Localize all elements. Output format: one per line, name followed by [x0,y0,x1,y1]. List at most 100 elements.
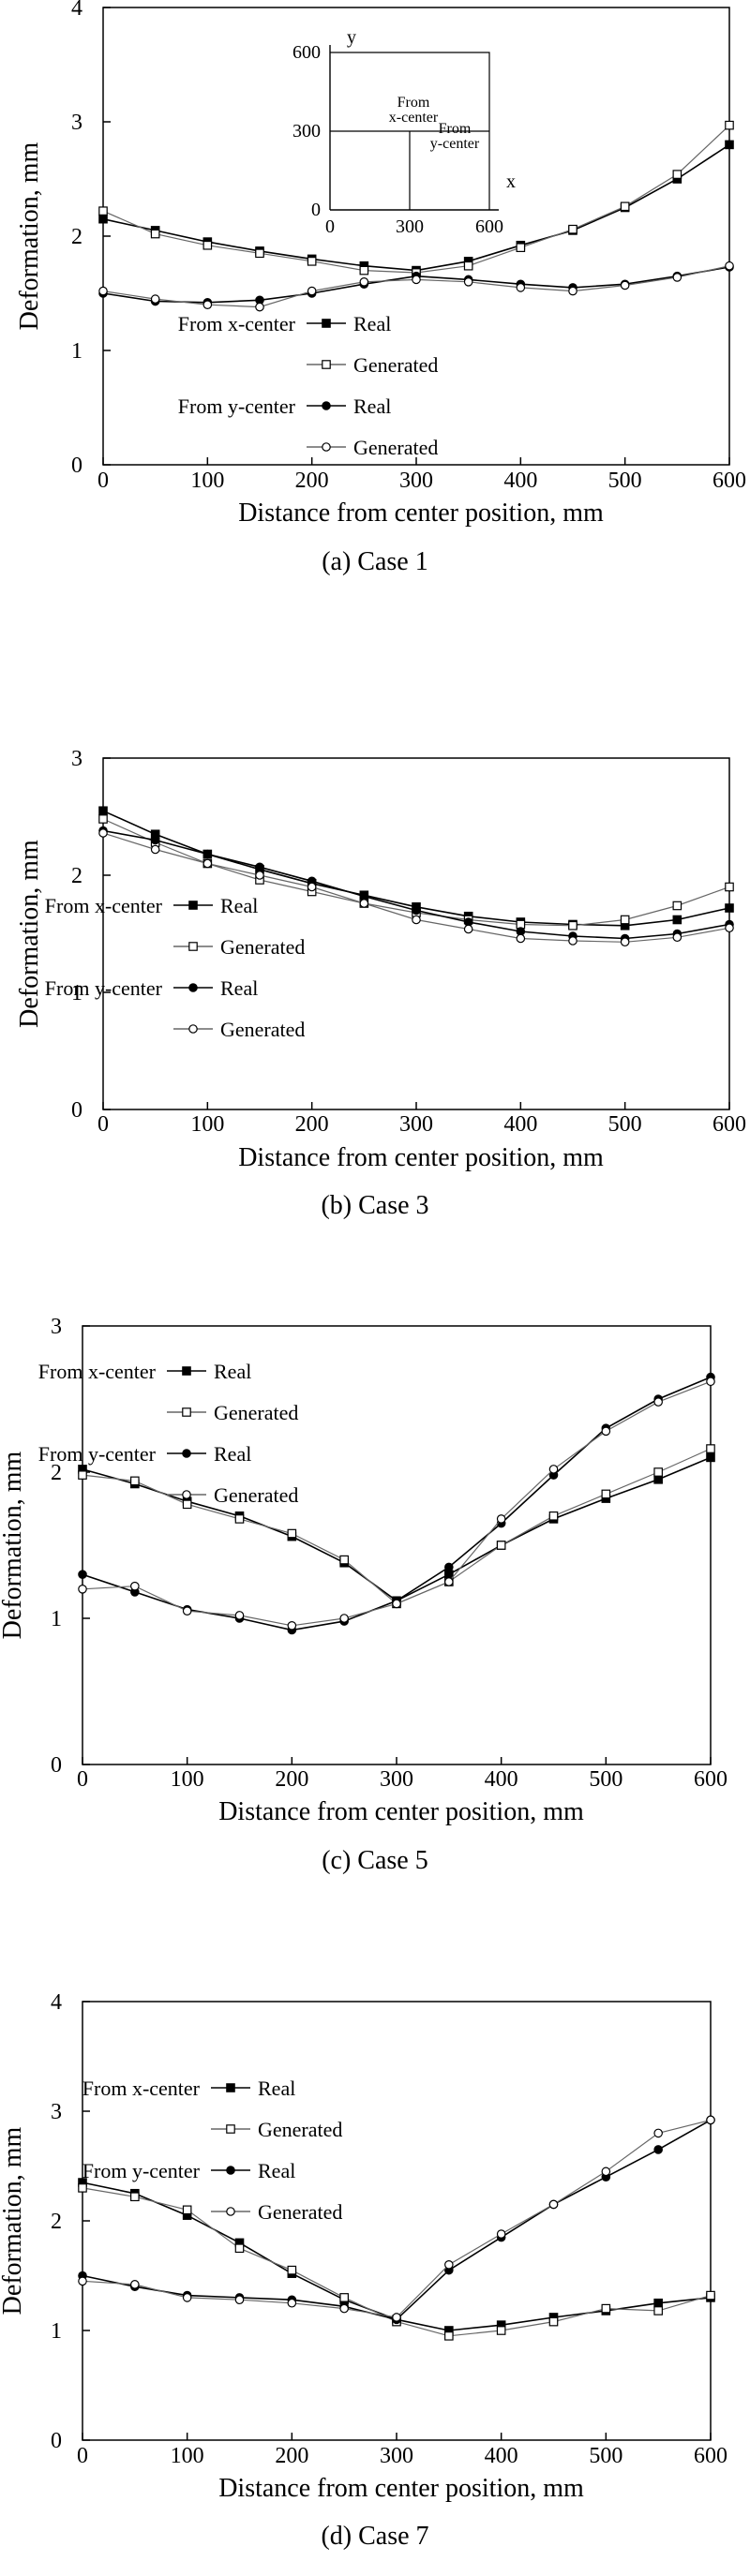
y-axis-label: Deformation, mm [15,141,44,330]
series-4 [78,2115,715,2322]
data-point [255,302,264,312]
legend-entry-label: Real [258,2077,295,2100]
data-point [672,932,682,943]
legend-entry-label: Generated [258,2118,342,2141]
series-4 [98,828,734,947]
chart-panel-1: 0 1 2 3 4 0 100 200 300 400 500 600 Deformation, mm D… [15,0,746,576]
x-tick-label: 500 [589,2444,622,2468]
data-point [182,1499,192,1510]
legend-group-label: From y-center [178,395,296,418]
legend-marker [182,1449,191,1458]
y-tick-label: 1 [51,1607,62,1631]
legend-marker [226,2083,235,2092]
data-point [548,2316,559,2327]
y-axis-label: Deformation, mm [0,2126,27,2315]
data-point [672,915,682,925]
x-tick-label: 400 [485,2444,518,2468]
data-point [706,1444,715,1453]
data-point [202,300,213,309]
series-line [82,1376,712,1631]
x-tick-label: 200 [275,1767,308,1792]
x-tick-label: 100 [171,2444,204,2468]
data-point [620,937,630,947]
data-point [706,2290,715,2301]
data-point [548,2199,559,2210]
data-point [463,261,473,271]
legend-marker [322,442,331,452]
legend-marker [322,319,331,328]
data-point [287,1621,297,1630]
inset-y-tick-label: 600 [292,42,321,63]
legend-marker [322,401,331,410]
data-point [463,276,473,287]
data-point [444,2331,454,2341]
data-point [620,201,630,212]
data-point [392,2313,401,2322]
x-tick-label: 200 [295,1112,329,1137]
data-point [496,1514,506,1524]
y-tick-label: 0 [71,1098,82,1123]
legend-entry-label: Real [353,395,391,418]
data-point [98,828,108,838]
data-point [601,2303,611,2314]
x-tick-label: 500 [608,469,642,493]
inset-square [330,52,490,210]
chart-caption: (d) Case 7 [321,2522,428,2551]
series-1 [98,140,734,275]
legend-marker [226,2124,235,2134]
x-axis-label: Distance from center position, mm [238,499,604,528]
x-tick-label: 100 [171,1767,204,1792]
series-line [102,143,730,272]
data-point [130,2280,140,2289]
data-point [672,273,682,282]
legend-entry-label: Generated [353,353,438,377]
data-point [98,214,108,224]
data-point [444,1562,454,1572]
data-point [601,1489,611,1499]
data-point [182,2205,192,2215]
series-1 [78,2178,715,2335]
series-line [82,1448,712,1605]
y-tick-label: 0 [51,2429,62,2453]
x-axis-label: Distance from center position, mm [238,1143,604,1172]
data-point [444,2260,454,2270]
series-line [82,2119,712,2318]
data-point [516,283,526,292]
legend-group-label: From y-center [38,1442,157,1466]
chart-caption: (b) Case 3 [321,1191,428,1220]
data-point [202,240,213,250]
data-point [130,2192,140,2202]
legend: From x-center Real Generated From y-center R… [178,312,439,459]
legend: From x-center Real Generated From y-center R… [82,2077,343,2224]
legend-group-label: From y-center [82,2159,201,2182]
data-point [130,1476,140,1486]
chart-caption: (c) Case 5 [322,1846,428,1875]
data-point [516,243,526,252]
legend-entry-label: Generated [258,2200,342,2224]
chart-panel-4: 0 1 2 3 4 0 100 200 300 400 500 600 Deformation, mm D… [0,1990,728,2551]
data-point [307,286,317,296]
data-point [706,2115,715,2125]
data-point [601,2167,611,2177]
series-2 [98,120,734,277]
data-point [339,1555,349,1565]
x-tick-label: 300 [380,1767,413,1792]
x-tick-label: 0 [98,1112,109,1137]
legend-entry-label: Real [220,976,258,1000]
data-point [620,280,630,290]
series-3 [98,826,734,944]
data-point [496,2229,506,2239]
x-axis-label: Distance from center position, mm [218,1797,584,1826]
data-point [725,923,734,933]
data-point [725,261,734,271]
data-point [98,806,108,816]
data-point [568,224,578,234]
data-point [359,265,369,275]
legend-group-label: From y-center [45,976,163,1000]
legend-entry-label: Real [214,1442,251,1466]
series-line [102,125,730,274]
series-4 [78,1377,715,1630]
data-point [496,2326,506,2335]
data-point [234,1514,245,1524]
